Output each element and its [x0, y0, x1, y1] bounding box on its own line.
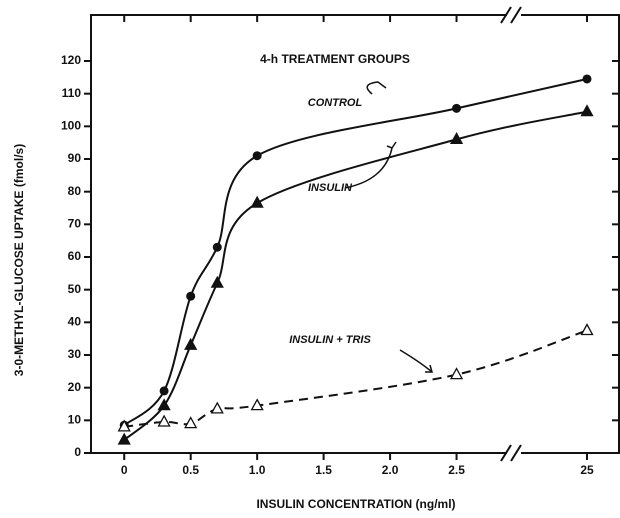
series-label: CONTROL	[308, 97, 363, 109]
y-tick-label: 20	[68, 380, 82, 394]
data-point	[449, 132, 464, 145]
data-point	[159, 386, 169, 396]
x-tick-label: 25	[580, 463, 594, 477]
data-point	[212, 242, 222, 252]
annotation-arrow	[386, 141, 397, 149]
y-tick-label: 60	[68, 249, 82, 263]
data-point	[250, 398, 264, 411]
data-point	[184, 416, 198, 429]
x-tick-label: 1.0	[249, 463, 266, 477]
data-point	[580, 323, 594, 336]
data-point	[117, 432, 131, 445]
series-line	[123, 77, 588, 427]
y-tick-label: 30	[68, 347, 82, 361]
data-point	[210, 401, 224, 414]
y-tick-label: 90	[68, 151, 82, 165]
y-tick-label: 120	[61, 53, 81, 67]
y-tick-label: 70	[68, 217, 82, 231]
data-point	[210, 275, 224, 288]
axis-break	[500, 444, 512, 462]
axis-break	[510, 6, 522, 24]
axis-break	[500, 6, 512, 24]
y-tick-label: 80	[68, 184, 82, 198]
data-point	[250, 195, 264, 208]
y-tick-label: 0	[74, 445, 81, 459]
axis-break	[510, 444, 522, 462]
data-point	[452, 103, 462, 113]
data-point	[186, 291, 196, 301]
data-point	[157, 414, 171, 427]
axis-break-gap	[507, 12, 521, 18]
y-tick-label: 110	[62, 86, 82, 100]
y-tick-label: 10	[68, 413, 82, 427]
y-tick-label: 40	[68, 315, 82, 329]
data-point	[157, 398, 171, 411]
annotation-arrow	[399, 349, 433, 373]
series-label: INSULIN	[308, 182, 353, 194]
annotation-arrow	[425, 364, 433, 373]
x-axis-label: INSULIN CONCENTRATION (ng/ml)	[256, 497, 455, 511]
y-tick-label: 100	[61, 119, 81, 133]
y-tick-label: 50	[68, 282, 82, 296]
data-point	[252, 151, 262, 161]
annotation-arrow	[344, 147, 393, 189]
annotation-arrow	[366, 81, 387, 95]
data-point	[449, 367, 464, 380]
x-tick-label: 1.5	[315, 463, 332, 477]
chart-title: 4-h TREATMENT GROUPS	[260, 52, 410, 66]
data-point	[184, 337, 198, 350]
series-label: INSULIN + TRIS	[289, 334, 371, 346]
x-tick-label: 2.0	[382, 463, 399, 477]
data-point	[117, 419, 131, 432]
series-line	[123, 110, 588, 441]
y-axis-label: 3-0-METHYL-GLUCOSE UPTAKE (fmol/s)	[12, 144, 26, 376]
series-line	[124, 329, 588, 428]
axis-break-gap	[507, 450, 521, 456]
x-tick-label: 2.5	[448, 463, 465, 477]
x-tick-label: 0	[121, 463, 128, 477]
x-tick-label: 0.5	[182, 463, 199, 477]
plot-frame	[90, 14, 620, 454]
data-point	[580, 104, 594, 117]
data-point	[582, 74, 592, 84]
